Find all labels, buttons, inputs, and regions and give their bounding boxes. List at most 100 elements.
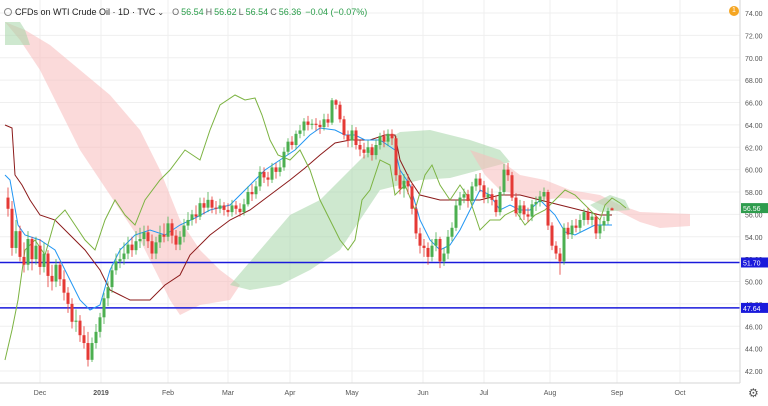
alert-badge-icon[interactable]: 1	[729, 6, 739, 16]
candle[interactable]	[426, 242, 430, 265]
candle[interactable]	[466, 189, 470, 208]
candle[interactable]	[438, 236, 442, 269]
candle[interactable]	[518, 199, 522, 220]
candle[interactable]	[210, 196, 214, 214]
candle[interactable]	[402, 174, 406, 198]
candle[interactable]	[554, 241, 558, 260]
candle[interactable]	[34, 236, 38, 265]
candle[interactable]	[574, 218, 578, 233]
candle[interactable]	[262, 167, 266, 184]
candle[interactable]	[170, 218, 174, 244]
candle[interactable]	[218, 198, 222, 214]
candle[interactable]	[70, 298, 74, 329]
candle[interactable]	[430, 238, 434, 262]
candle[interactable]	[114, 253, 118, 275]
candle[interactable]	[602, 216, 606, 232]
candle[interactable]	[22, 242, 26, 273]
candle[interactable]	[462, 188, 466, 204]
candle[interactable]	[566, 222, 570, 239]
candle[interactable]	[382, 130, 386, 148]
candle[interactable]	[454, 199, 458, 232]
candle[interactable]	[42, 242, 46, 273]
candle[interactable]	[558, 247, 562, 275]
candle[interactable]	[514, 193, 518, 217]
candle[interactable]	[306, 115, 310, 131]
candle[interactable]	[54, 259, 58, 288]
candle[interactable]	[394, 136, 398, 181]
candle[interactable]	[86, 331, 90, 367]
candle[interactable]	[386, 129, 390, 147]
chevron-down-icon[interactable]: ⌄	[157, 7, 165, 17]
candle[interactable]	[102, 292, 106, 325]
candle[interactable]	[486, 187, 490, 204]
candle[interactable]	[90, 337, 94, 363]
candle[interactable]	[178, 231, 182, 251]
candle[interactable]	[342, 115, 346, 140]
candle[interactable]	[550, 222, 554, 251]
candle[interactable]	[222, 202, 226, 216]
candle[interactable]	[202, 197, 206, 215]
candle[interactable]	[198, 197, 202, 220]
candle[interactable]	[118, 247, 122, 269]
candle[interactable]	[250, 184, 254, 201]
candle[interactable]	[490, 188, 494, 206]
candle[interactable]	[214, 200, 218, 215]
candle[interactable]	[122, 242, 126, 265]
candle[interactable]	[414, 204, 418, 239]
candle[interactable]	[134, 231, 138, 255]
candle[interactable]	[270, 162, 274, 184]
candle[interactable]	[30, 236, 34, 271]
candle[interactable]	[14, 219, 18, 254]
candle[interactable]	[534, 196, 538, 212]
candle[interactable]	[594, 213, 598, 239]
candle[interactable]	[106, 281, 110, 307]
candle[interactable]	[434, 232, 438, 252]
candle[interactable]	[38, 238, 42, 275]
candle[interactable]	[246, 186, 250, 207]
candle[interactable]	[146, 225, 150, 248]
candle[interactable]	[94, 324, 98, 349]
candle[interactable]	[478, 172, 482, 192]
candle[interactable]	[530, 199, 534, 222]
candle[interactable]	[266, 171, 270, 187]
candle[interactable]	[226, 203, 230, 217]
candle[interactable]	[78, 315, 82, 342]
candle[interactable]	[398, 169, 402, 195]
candle[interactable]	[346, 130, 350, 148]
candle[interactable]	[258, 166, 262, 191]
candle[interactable]	[522, 200, 526, 220]
candle[interactable]	[26, 231, 30, 271]
candle[interactable]	[314, 118, 318, 131]
candle[interactable]	[166, 216, 170, 242]
candle[interactable]	[142, 225, 146, 246]
candle[interactable]	[390, 129, 394, 146]
candle[interactable]	[190, 209, 194, 226]
candle[interactable]	[310, 119, 314, 130]
candle[interactable]	[374, 139, 378, 160]
candle[interactable]	[186, 212, 190, 231]
candle[interactable]	[238, 203, 242, 217]
candle[interactable]	[358, 140, 362, 157]
candle[interactable]	[10, 200, 14, 256]
candle[interactable]	[138, 227, 142, 248]
candle[interactable]	[422, 238, 426, 257]
candle[interactable]	[318, 120, 322, 134]
candle[interactable]	[570, 219, 574, 239]
candle[interactable]	[606, 207, 610, 225]
candle[interactable]	[50, 264, 54, 291]
candle[interactable]	[322, 113, 326, 131]
candle[interactable]	[230, 199, 234, 217]
candle[interactable]	[498, 186, 502, 216]
candle[interactable]	[354, 127, 358, 150]
candle[interactable]	[206, 192, 210, 213]
candle[interactable]	[482, 180, 486, 204]
candle[interactable]	[82, 326, 86, 349]
candle[interactable]	[538, 190, 542, 207]
candle[interactable]	[362, 142, 366, 159]
candle[interactable]	[130, 236, 134, 257]
candle[interactable]	[182, 218, 186, 243]
candle[interactable]	[294, 130, 298, 150]
candle[interactable]	[298, 124, 302, 139]
